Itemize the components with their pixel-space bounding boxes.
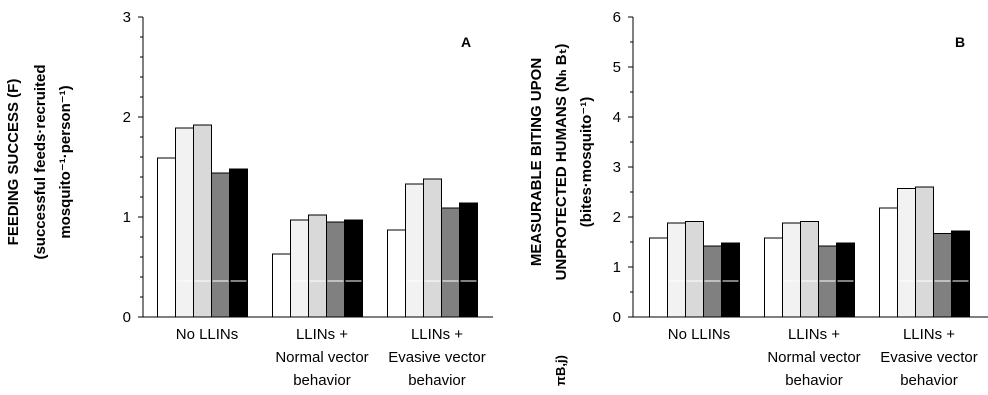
category-label: Normal vector — [767, 349, 860, 366]
category-label: No LLINs — [668, 326, 731, 343]
chart-b-measurable-biting: 0 1 2 3 4 5 6 No LLINs LLINs + Normal vector behav… — [528, 9, 988, 389]
panel-letter: A — [461, 34, 471, 50]
y-tick-label: 2 — [613, 209, 621, 226]
y-tick-label: 6 — [613, 9, 621, 26]
bar — [193, 124, 212, 318]
bar — [897, 188, 916, 318]
bar — [308, 214, 327, 318]
category-label: behavior — [785, 372, 843, 389]
y-tick-label: 3 — [613, 159, 621, 176]
category-label: behavior — [293, 372, 351, 389]
bar — [423, 178, 442, 318]
y-tick-label: 3 — [123, 9, 131, 26]
bar — [175, 127, 194, 318]
panel-letter: B — [955, 34, 965, 50]
clipped-axis-fragment: πB,j) — [553, 355, 568, 386]
bar — [915, 186, 934, 318]
bar — [951, 230, 970, 318]
y-tick-label: 1 — [123, 209, 131, 226]
bar — [459, 202, 478, 318]
bar — [441, 207, 460, 318]
bar — [211, 172, 230, 318]
chart-a-feeding-success: 0 1 2 3 No LLINs LLINs + Normal vector behavior… — [5, 9, 493, 389]
y-tick-label: 4 — [613, 109, 621, 126]
bar — [387, 229, 406, 318]
category-label: LLINs + — [788, 326, 840, 343]
category-label: No LLINs — [176, 326, 239, 343]
y-axis-label: FEEDING SUCCESS (F) — [5, 79, 22, 246]
y-axis-label: MEASURABLE BITING UPON — [528, 58, 545, 266]
bar — [933, 233, 952, 318]
bar — [649, 237, 668, 318]
y-tick-label: 1 — [613, 259, 621, 276]
y-axis-label: UNPROTECTED HUMANS (Nₕ Bₜ) — [553, 44, 570, 281]
category-label: LLINs + — [411, 326, 463, 343]
category-label: Normal vector — [275, 349, 368, 366]
bar — [326, 221, 345, 318]
y-tick-label: 5 — [613, 59, 621, 76]
bar — [800, 221, 819, 318]
bar — [272, 253, 291, 318]
category-label: Evasive vector — [880, 349, 978, 366]
bar — [229, 168, 248, 318]
y-axis-label: (successful feeds·recruited — [32, 64, 49, 259]
y-axis-label: mosquito⁻¹·person⁻¹) — [57, 85, 74, 238]
y-tick-label: 0 — [123, 309, 131, 326]
category-label: LLINs + — [296, 326, 348, 343]
bar — [667, 222, 686, 318]
y-tick-label: 0 — [613, 309, 621, 326]
bar — [405, 183, 424, 318]
bar — [290, 219, 309, 318]
bar — [764, 237, 783, 318]
y-tick-label: 2 — [123, 109, 131, 126]
bar — [836, 242, 855, 318]
category-label: behavior — [408, 372, 466, 389]
category-label: Evasive vector — [388, 349, 486, 366]
bar — [782, 222, 801, 318]
bar — [157, 157, 176, 318]
bar — [344, 219, 363, 318]
bar — [721, 242, 740, 318]
y-axis-label: (bites·mosquito⁻¹) — [578, 97, 595, 227]
category-label: LLINs + — [903, 326, 955, 343]
category-label: behavior — [900, 372, 958, 389]
bar — [879, 207, 898, 318]
bar — [685, 221, 704, 318]
